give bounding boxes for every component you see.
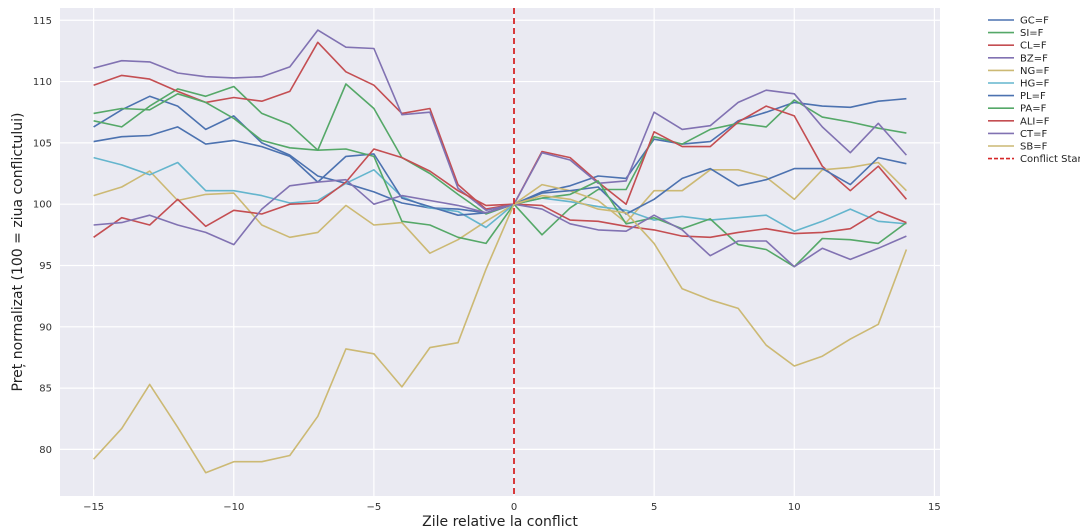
x-tick-labels: −15 −10 −5 0 5 10 15 (83, 502, 941, 513)
series-line-ng-f (93, 161, 907, 254)
x-tick-label: −15 (83, 502, 104, 513)
y-tick-label: 95 (39, 261, 52, 272)
y-tick-label: 90 (39, 322, 52, 333)
y-tick-label: 85 (39, 384, 52, 395)
legend-label: SI=F (1020, 28, 1044, 39)
series-line-hg-f (93, 156, 907, 232)
series-line-ali-f (93, 148, 907, 239)
series-lines (93, 29, 908, 474)
legend-label: CL=F (1020, 41, 1047, 52)
legend-label: PA=F (1020, 104, 1047, 115)
x-axis-label: Zile relative la conflict (422, 514, 578, 529)
x-tick-label: 10 (788, 502, 801, 513)
y-tick-label: 80 (39, 445, 52, 456)
y-tick-label: 100 (33, 200, 52, 211)
y-axis-label: Preț normalizat (100 = ziua conflictului… (10, 113, 26, 392)
legend-label: HG=F (1020, 79, 1050, 90)
series-line-bz-f (93, 29, 907, 212)
x-tick-label: 5 (651, 502, 657, 513)
series-line-pa-f (93, 93, 907, 268)
x-tick-label: −10 (223, 502, 244, 513)
legend-label: PL=F (1020, 91, 1046, 102)
legend-label: ALI=F (1020, 116, 1050, 127)
y-tick-label: 110 (33, 77, 52, 88)
legend-label: GC=F (1020, 16, 1049, 27)
y-tick-label: 105 (33, 138, 52, 149)
y-tick-labels: 80 85 90 95 100 105 110 115 (33, 16, 52, 456)
legend-label: CT=F (1020, 129, 1047, 140)
legend-label: Conflict Start (1020, 154, 1080, 165)
series-line-ct-f (93, 178, 907, 268)
legend-label: NG=F (1020, 66, 1050, 77)
series-line-sb-f (93, 194, 908, 474)
x-tick-label: 0 (511, 502, 517, 513)
legend-label: SB=F (1020, 142, 1048, 153)
x-tick-label: −5 (367, 502, 382, 513)
y-tick-label: 115 (33, 16, 52, 27)
x-tick-label: 15 (928, 502, 941, 513)
plot-area (60, 8, 940, 496)
legend-label: BZ=F (1020, 53, 1048, 64)
